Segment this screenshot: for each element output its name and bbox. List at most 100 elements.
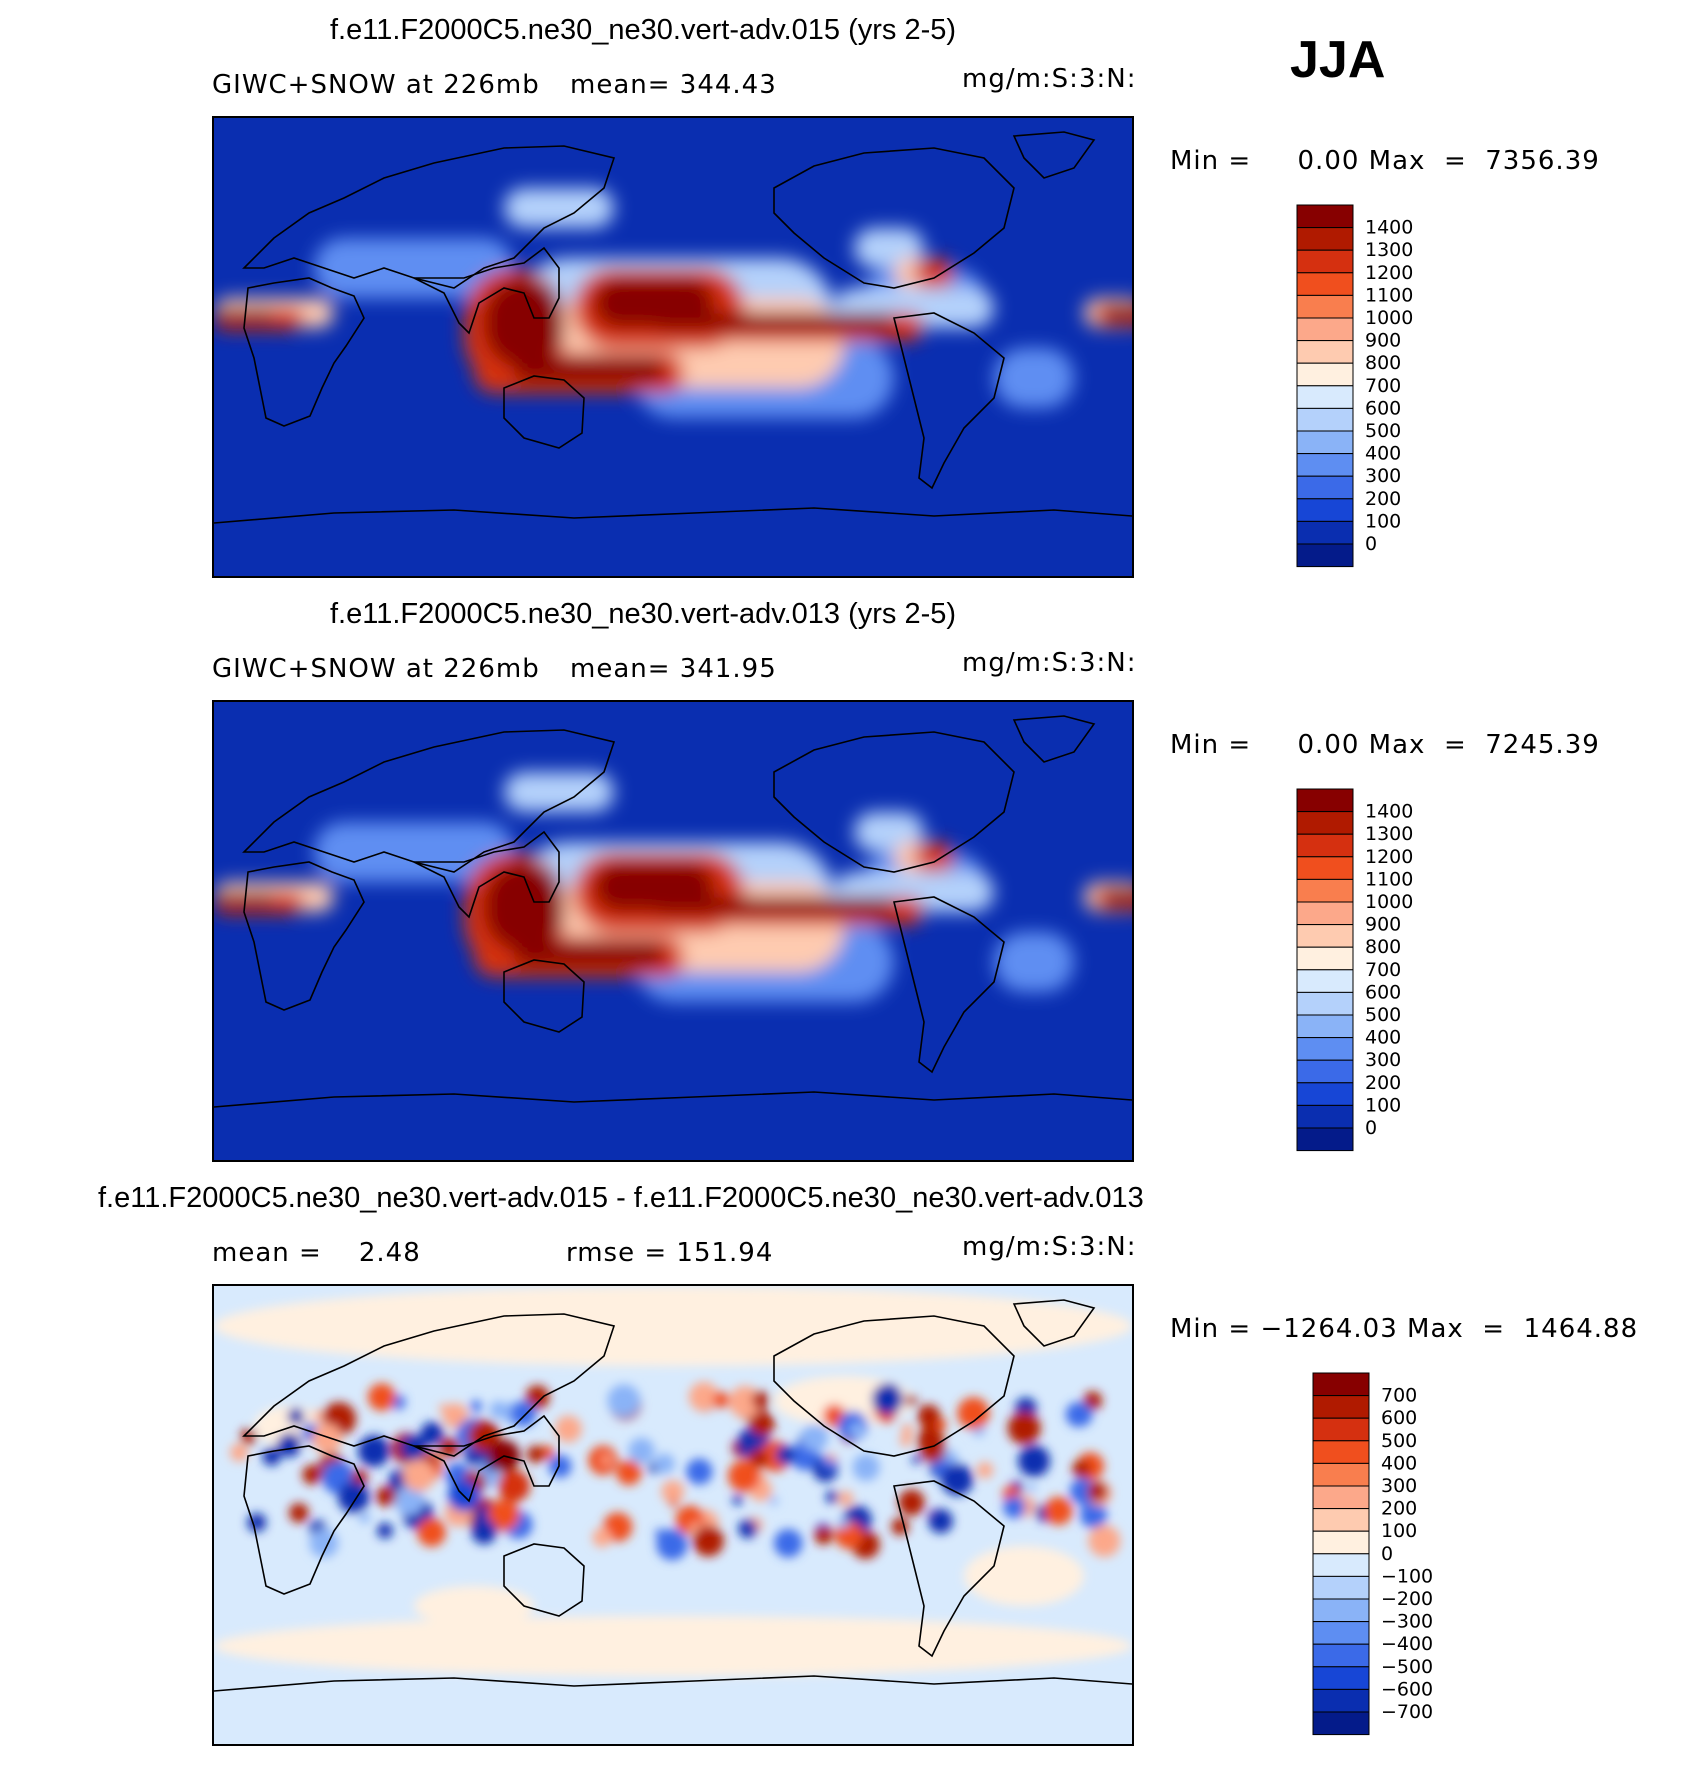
colorbar-tick-label: 1300 xyxy=(1365,239,1413,261)
colorbar-tick-label: 400 xyxy=(1365,443,1401,465)
colorbar-swatch xyxy=(1296,878,1354,903)
colorbar-tick-label: −700 xyxy=(1381,1701,1433,1723)
coastline-path xyxy=(1012,715,1096,763)
colorbar-diff: 700 600 500 400 300 200 100 0 −100 −200 −300 −400 −5… xyxy=(1312,1372,1443,1739)
map-diff xyxy=(212,1284,1134,1746)
coastline-path xyxy=(773,147,1015,289)
colorbar-swatch xyxy=(1312,1621,1370,1645)
colorbar-tick-label: 0 xyxy=(1365,1117,1377,1139)
colorbar-swatch xyxy=(1296,317,1354,342)
colorbar-swatch xyxy=(1296,901,1354,926)
colorbar-tick-label: 1000 xyxy=(1365,891,1413,913)
colorbar-swatch xyxy=(1296,385,1354,409)
colorbar-tick-label: 600 xyxy=(1365,981,1401,1003)
coastline-path xyxy=(243,861,365,1011)
panel-mean-top: mean= 344.43 xyxy=(570,70,777,100)
colorbar-swatch xyxy=(1296,249,1354,274)
coastline-path xyxy=(1012,1299,1096,1347)
coastline-path xyxy=(893,312,1005,490)
colorbar-tick-label: 500 xyxy=(1365,420,1401,442)
colorbar-tick-label: 1400 xyxy=(1365,801,1413,823)
colorbar-swatch xyxy=(1296,204,1354,229)
colorbar-tick-label: 200 xyxy=(1365,488,1401,510)
coastline-path xyxy=(773,1315,1015,1457)
colorbar-swatch xyxy=(1296,294,1354,319)
colorbar-swatch xyxy=(1312,1530,1370,1555)
coastline-path xyxy=(214,1091,1132,1108)
colorbar-tick-label: 1400 xyxy=(1365,217,1413,239)
coastline-path xyxy=(773,731,1015,873)
coastline-path xyxy=(214,507,1132,524)
colorbar-middle: 1400 1300 1200 1100 1000 900 800 700 600 500 400 30… xyxy=(1296,788,1427,1155)
panel-units-middle: mg/m:S:3:N: xyxy=(962,648,1137,678)
colorbar-swatch xyxy=(1312,1688,1370,1713)
coastline-path xyxy=(413,246,560,335)
colorbar-swatch xyxy=(1296,1082,1354,1106)
colorbar-tick-label: 100 xyxy=(1365,1094,1401,1116)
colorbar-swatch xyxy=(1296,946,1354,971)
colorbar-swatch xyxy=(1296,543,1354,568)
colorbar-tick-label: 200 xyxy=(1381,1498,1417,1520)
colorbar-swatch xyxy=(1296,1059,1354,1084)
coastline-path xyxy=(413,1414,560,1503)
colorbar-tick-label: −600 xyxy=(1381,1678,1433,1700)
coastline-path xyxy=(242,145,616,289)
panel-variable-top: GIWC+SNOW at 226mb xyxy=(212,70,540,100)
colorbar-swatch xyxy=(1312,1395,1370,1419)
colorbar-tick-label: −300 xyxy=(1381,1611,1433,1633)
colorbar-swatch xyxy=(1312,1372,1370,1397)
coastline-path xyxy=(413,830,560,919)
colorbar-tick-label: 700 xyxy=(1381,1385,1417,1407)
colorbar-swatch xyxy=(1296,1014,1354,1039)
colorbar-tick-label: 500 xyxy=(1381,1430,1417,1452)
panel-title-top: f.e11.F2000C5.ne30_ne30.vert-adv.015 (yr… xyxy=(330,14,957,46)
colorbar-swatch xyxy=(1296,340,1354,364)
colorbar-tick-label: 900 xyxy=(1365,914,1401,936)
colorbar-tick-label: 800 xyxy=(1365,352,1401,374)
colorbar-tick-label: 300 xyxy=(1381,1475,1417,1497)
colorbar-swatch xyxy=(1296,833,1354,858)
colorbar-swatch xyxy=(1312,1440,1370,1464)
minmax-middle: Min = 0.00 Max = 7245.39 xyxy=(1170,730,1600,760)
colorbar-tick-label: 800 xyxy=(1365,936,1401,958)
colorbar-swatch xyxy=(1312,1553,1370,1577)
colorbar-tick-label: 1300 xyxy=(1365,823,1413,845)
coastline-path xyxy=(893,896,1005,1074)
colorbar-swatch xyxy=(1296,430,1354,455)
colorbar-swatch xyxy=(1296,1104,1354,1129)
colorbar-tick-label: 0 xyxy=(1365,533,1377,555)
colorbar-swatch xyxy=(1296,407,1354,432)
coastline-path xyxy=(243,1445,365,1595)
colorbar-tick-label: 1100 xyxy=(1365,868,1413,890)
coastline-path xyxy=(503,959,585,1033)
colorbar-tick-label: −400 xyxy=(1381,1633,1433,1655)
colorbar-swatch xyxy=(1296,1127,1354,1152)
colorbar-swatch xyxy=(1296,498,1354,522)
coastline-path xyxy=(1012,131,1096,179)
coastline-path xyxy=(893,1480,1005,1658)
colorbar-tick-label: 0 xyxy=(1381,1543,1393,1565)
panel-title-middle: f.e11.F2000C5.ne30_ne30.vert-adv.013 (yr… xyxy=(330,598,957,630)
colorbar-tick-label: 500 xyxy=(1365,1004,1401,1026)
coastline-path xyxy=(242,729,616,873)
panel-mean-middle: mean= 341.95 xyxy=(570,654,777,684)
colorbar-swatch xyxy=(1296,475,1354,500)
coastline-path xyxy=(243,277,365,427)
panel-mean-diff: mean = 2.48 xyxy=(212,1238,421,1268)
colorbar-top: 1400 1300 1200 1100 1000 900 800 700 600 500 400 30… xyxy=(1296,204,1427,571)
panel-units-diff: mg/m:S:3:N: xyxy=(962,1232,1137,1262)
map-top xyxy=(212,116,1134,578)
colorbar-tick-label: 100 xyxy=(1381,1520,1417,1542)
coastline-path xyxy=(503,1543,585,1617)
colorbar-tick-label: 600 xyxy=(1381,1407,1417,1429)
colorbar-tick-label: 300 xyxy=(1365,465,1401,487)
colorbar-swatch xyxy=(1312,1417,1370,1442)
panel-rmse-diff: rmse = 151.94 xyxy=(566,1238,774,1268)
colorbar-swatch xyxy=(1312,1598,1370,1623)
colorbar-swatch xyxy=(1296,520,1354,545)
colorbar-swatch xyxy=(1296,811,1354,835)
colorbar-swatch xyxy=(1312,1711,1370,1736)
colorbar-tick-label: 400 xyxy=(1381,1452,1417,1474)
colorbar-swatch xyxy=(1296,991,1354,1016)
colorbar-tick-label: 700 xyxy=(1365,959,1401,981)
